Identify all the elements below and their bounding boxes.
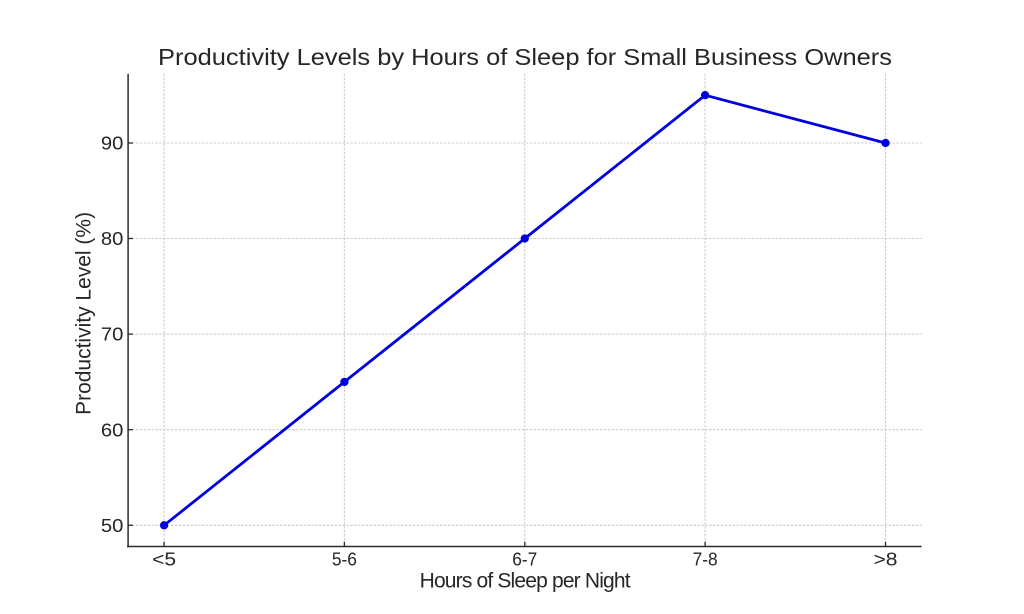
svg-text:>8: >8 (874, 549, 898, 570)
svg-text:5-6: 5-6 (332, 549, 357, 570)
svg-text:Productivity Levels by Hours o: Productivity Levels by Hours of Sleep fo… (158, 44, 892, 70)
svg-text:50: 50 (101, 515, 124, 536)
svg-text:90: 90 (101, 133, 124, 154)
svg-text:6-7: 6-7 (512, 549, 537, 570)
svg-text:7-8: 7-8 (693, 549, 718, 570)
svg-text:60: 60 (101, 419, 124, 440)
svg-text:70: 70 (101, 324, 124, 345)
svg-text:Hours of Sleep per Night: Hours of Sleep per Night (420, 570, 631, 593)
svg-text:80: 80 (101, 228, 124, 249)
svg-text:Productivity Level (%): Productivity Level (%) (73, 212, 96, 415)
svg-text:<5: <5 (152, 549, 176, 570)
